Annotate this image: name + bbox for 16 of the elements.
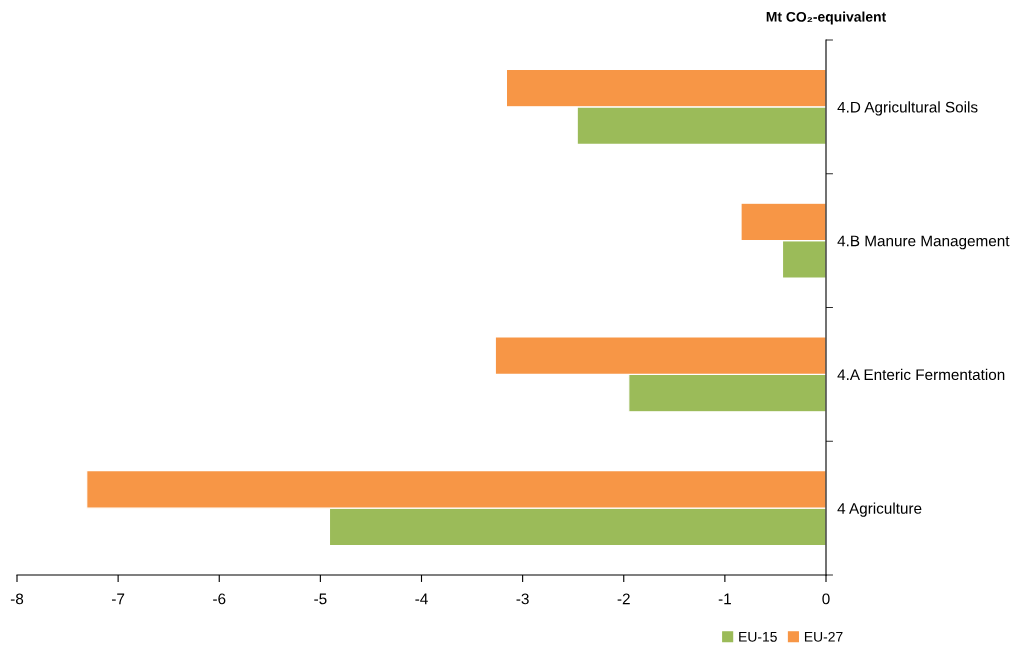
y-tick-label: 4 Agriculture (837, 502, 922, 517)
x-tick-label: -8 (10, 593, 24, 605)
y-tick-label: 4.A Enteric Fermentation (837, 368, 1005, 381)
legend-label: EU-15 (739, 632, 777, 642)
x-tick-label: -5 (314, 593, 327, 605)
x-tick-label: -6 (213, 593, 226, 605)
x-tick-label: -1 (718, 593, 731, 605)
y-tick-label: 4.D Agricultural Soils (837, 101, 978, 116)
x-tick-label: -2 (617, 593, 630, 605)
y-tick-label: 4.B Manure Management (837, 235, 1010, 250)
legend-label: EU-27 (804, 631, 843, 642)
x-tick-label: -7 (112, 593, 125, 605)
x-tick-label: 0 (822, 593, 830, 605)
chart-title: Mt CO₂-equivalent (766, 11, 887, 25)
x-tick-label: -3 (516, 593, 529, 605)
x-tick-label: -4 (415, 593, 428, 605)
